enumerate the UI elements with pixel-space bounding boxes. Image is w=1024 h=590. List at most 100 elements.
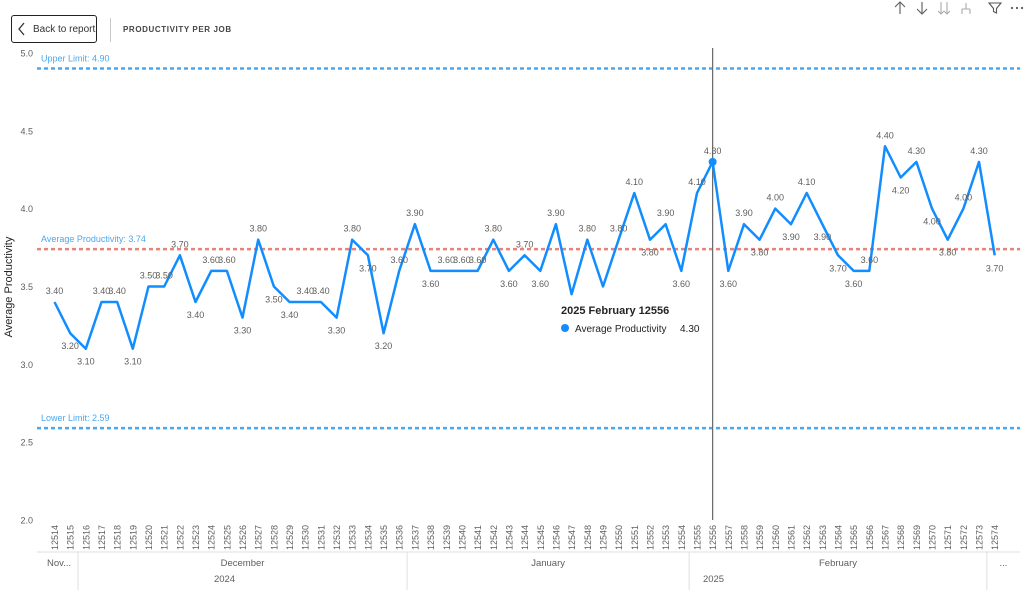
x-tick-label: 12536 [395, 525, 405, 550]
data-point[interactable] [960, 206, 966, 212]
data-point[interactable] [67, 330, 73, 336]
data-point[interactable] [52, 299, 58, 305]
x-tick-label: 12573 [975, 525, 985, 550]
tooltip: 2025 February 12556 Average Productivity… [561, 305, 700, 335]
data-points[interactable] [52, 143, 998, 351]
data-point[interactable] [381, 330, 387, 336]
data-point[interactable] [757, 237, 763, 243]
page-title: PRODUCTIVITY PER JOB [123, 25, 232, 34]
data-point[interactable] [193, 299, 199, 305]
x-tick-label: 12533 [348, 525, 358, 550]
data-point[interactable] [913, 159, 919, 165]
data-point[interactable] [584, 237, 590, 243]
back-to-report-button[interactable]: Back to report [11, 15, 97, 43]
data-point[interactable] [694, 190, 700, 196]
data-point[interactable] [318, 299, 324, 305]
data-point[interactable] [553, 221, 559, 227]
x-tick-label: 12528 [269, 525, 279, 550]
data-point[interactable] [443, 268, 449, 274]
x-tick-label: 12559 [755, 525, 765, 550]
data-point[interactable] [490, 237, 496, 243]
data-point[interactable] [506, 268, 512, 274]
data-point[interactable] [334, 315, 340, 321]
x-tick-label: 12524 [207, 525, 217, 550]
tooltip-series-dot [561, 324, 569, 332]
data-point[interactable] [788, 221, 794, 227]
data-point[interactable] [287, 299, 293, 305]
data-point[interactable] [569, 291, 575, 297]
data-point[interactable] [616, 237, 622, 243]
x-tick-label: 12542 [489, 525, 499, 550]
data-point[interactable] [459, 268, 465, 274]
data-point[interactable] [271, 283, 277, 289]
data-point[interactable] [631, 190, 637, 196]
x-tick-label: 12526 [238, 525, 248, 550]
data-label: 4.10 [626, 177, 644, 187]
series-line-average-productivity[interactable] [53, 145, 996, 350]
arrow-down-icon[interactable] [914, 0, 930, 16]
data-point[interactable] [83, 346, 89, 352]
data-point[interactable] [835, 252, 841, 258]
data-point[interactable] [255, 237, 261, 243]
x-tick-label: 12541 [473, 525, 483, 550]
data-point[interactable] [725, 268, 731, 274]
filter-icon[interactable] [987, 0, 1003, 16]
reference-line-label: Lower Limit: 2.59 [41, 413, 110, 423]
reference-line-label: Average Productivity: 3.74 [41, 234, 146, 244]
x-year-label: 2025 [703, 574, 724, 585]
data-point[interactable] [929, 206, 935, 212]
data-point[interactable] [537, 268, 543, 274]
x-tick-label: 12552 [646, 525, 656, 550]
expand-hierarchy-icon[interactable] [958, 0, 974, 16]
data-point[interactable] [99, 299, 105, 305]
data-point[interactable] [475, 268, 481, 274]
data-point[interactable] [819, 221, 825, 227]
data-point[interactable] [412, 221, 418, 227]
y-tick-label: 5.0 [20, 48, 33, 58]
data-point[interactable] [302, 299, 308, 305]
data-point[interactable] [976, 159, 982, 165]
data-point[interactable] [992, 252, 998, 258]
data-point[interactable] [804, 190, 810, 196]
data-label: 4.30 [704, 146, 722, 156]
highlighted-data-point[interactable] [708, 157, 717, 166]
data-point[interactable] [600, 283, 606, 289]
data-label: 3.60 [437, 255, 455, 265]
data-point[interactable] [945, 237, 951, 243]
data-point[interactable] [240, 315, 246, 321]
data-point[interactable] [678, 268, 684, 274]
data-point[interactable] [349, 237, 355, 243]
data-point[interactable] [772, 206, 778, 212]
data-point[interactable] [428, 268, 434, 274]
data-label: 3.90 [547, 208, 565, 218]
data-label: 3.90 [782, 232, 800, 242]
data-point[interactable] [396, 268, 402, 274]
data-label: 3.70 [171, 239, 189, 249]
data-point[interactable] [851, 268, 857, 274]
reference-line-label: Upper Limit: 4.90 [41, 53, 110, 63]
more-options-icon[interactable] [1009, 0, 1024, 16]
data-point[interactable] [898, 174, 904, 180]
data-point[interactable] [161, 283, 167, 289]
data-point[interactable] [866, 268, 872, 274]
data-point[interactable] [522, 252, 528, 258]
data-point[interactable] [224, 268, 230, 274]
arrow-up-icon[interactable] [892, 0, 908, 16]
double-arrow-down-icon[interactable] [936, 0, 952, 16]
data-point[interactable] [882, 143, 888, 149]
data-point[interactable] [741, 221, 747, 227]
data-point[interactable] [365, 252, 371, 258]
data-point[interactable] [177, 252, 183, 258]
x-tick-label: 12569 [912, 525, 922, 550]
data-point[interactable] [114, 299, 120, 305]
data-point[interactable] [208, 268, 214, 274]
data-point[interactable] [647, 237, 653, 243]
data-labels: 3.403.203.103.403.403.103.503.503.703.40… [46, 130, 1004, 366]
tooltip-series-name: Average Productivity [575, 324, 667, 335]
data-point[interactable] [130, 346, 136, 352]
data-label: 3.50 [265, 294, 283, 304]
data-label: 4.20 [892, 185, 910, 195]
x-axis: 12514 12515 12516 12517 12518 12519 12520 12521… [37, 525, 1020, 590]
data-point[interactable] [146, 283, 152, 289]
data-point[interactable] [663, 221, 669, 227]
